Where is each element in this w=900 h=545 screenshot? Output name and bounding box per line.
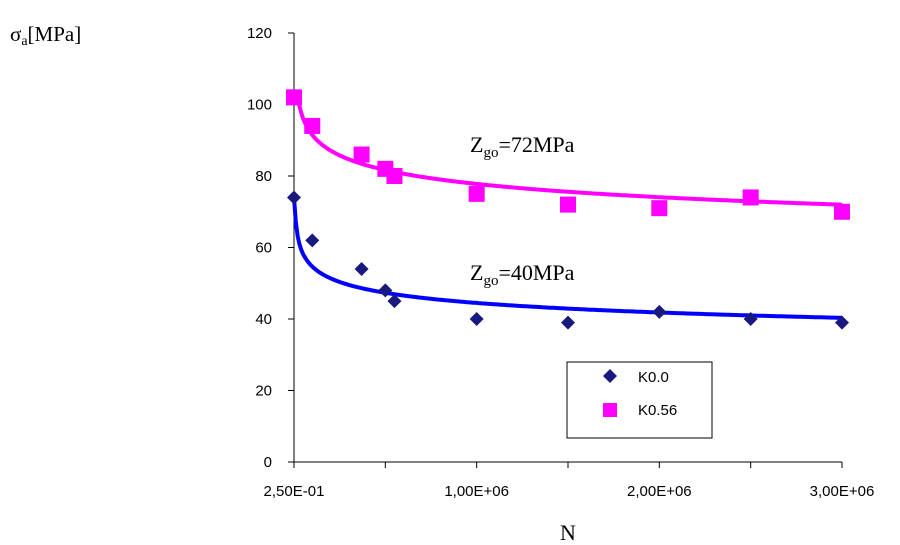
point-k0-0-5 bbox=[469, 312, 484, 326]
annotation-k0-0: Zgo=40MPa bbox=[470, 260, 575, 289]
annotation-value: =40MPa bbox=[498, 260, 574, 285]
point-k0-0-0 bbox=[287, 190, 301, 205]
x-tick-label-1: 1,00E+06 bbox=[444, 483, 509, 500]
y-tick-label-40: 40 bbox=[255, 311, 272, 328]
point-k0-56-9 bbox=[834, 203, 850, 220]
point-k0-0-8 bbox=[743, 312, 758, 326]
data-points bbox=[286, 89, 850, 330]
point-k0-56-8 bbox=[742, 189, 759, 206]
point-k0-0-3 bbox=[378, 283, 393, 298]
legend-item-k0-0: K0.0 bbox=[603, 369, 669, 386]
point-k0-56-1 bbox=[304, 117, 321, 134]
point-k0-56-0 bbox=[286, 89, 302, 106]
point-k0-56-4 bbox=[386, 168, 403, 184]
legend-box bbox=[566, 361, 713, 439]
point-k0-56-5 bbox=[468, 185, 485, 202]
point-k0-56-7 bbox=[651, 200, 668, 217]
y-tick-label-100: 100 bbox=[247, 97, 272, 114]
point-k0-0-1 bbox=[305, 233, 320, 248]
annotation-k0-56: Zgo=72MPa bbox=[470, 132, 575, 161]
legend-label-k0-56: K0.56 bbox=[638, 402, 677, 419]
legend-square-icon bbox=[603, 403, 617, 417]
y-axis-label: σa[MPa] bbox=[10, 22, 81, 49]
y-axis-label-symbol: σ bbox=[10, 22, 21, 46]
y-axis-label-unit: [MPa] bbox=[28, 22, 82, 46]
point-k0-0-2 bbox=[354, 261, 369, 276]
x-tick-label-3: 3,00E+06 bbox=[810, 483, 875, 500]
y-tick-label-120: 120 bbox=[247, 25, 272, 42]
annotation-subscript: go bbox=[483, 145, 498, 161]
point-k0-0-4 bbox=[387, 294, 402, 309]
point-k0-56-6 bbox=[560, 196, 576, 213]
y-axis-label-subscript: a bbox=[21, 34, 28, 49]
y-tick-label-60: 60 bbox=[255, 240, 272, 257]
point-k0-0-9 bbox=[835, 315, 849, 330]
annotation-base: Z bbox=[470, 260, 483, 285]
y-tick-label-20: 20 bbox=[255, 383, 272, 400]
y-tick-label-0: 0 bbox=[264, 454, 272, 471]
annotation-value: =72MPa bbox=[498, 132, 574, 157]
point-k0-0-7 bbox=[652, 304, 667, 319]
point-k0-56-2 bbox=[353, 146, 370, 163]
legend: K0.0 K0.56 bbox=[566, 361, 713, 439]
legend-label-k0-0: K0.0 bbox=[638, 369, 669, 386]
axes: 0 20 40 60 80 100 120 2,50E-01 1,00E+06 2,00E+06 3… bbox=[247, 25, 874, 500]
legend-diamond-icon bbox=[603, 369, 617, 383]
trend-line-k0-0 bbox=[292, 197, 842, 320]
legend-item-k0-56: K0.56 bbox=[603, 402, 677, 419]
x-tick-label-2: 2,00E+06 bbox=[627, 483, 692, 500]
annotation-subscript: go bbox=[483, 273, 498, 289]
point-k0-0-6 bbox=[561, 315, 575, 330]
annotation-base: Z bbox=[470, 132, 483, 157]
x-tick-label-0: 2,50E-01 bbox=[264, 483, 325, 500]
y-tick-label-80: 80 bbox=[255, 168, 272, 185]
x-axis-label: N bbox=[560, 520, 576, 545]
